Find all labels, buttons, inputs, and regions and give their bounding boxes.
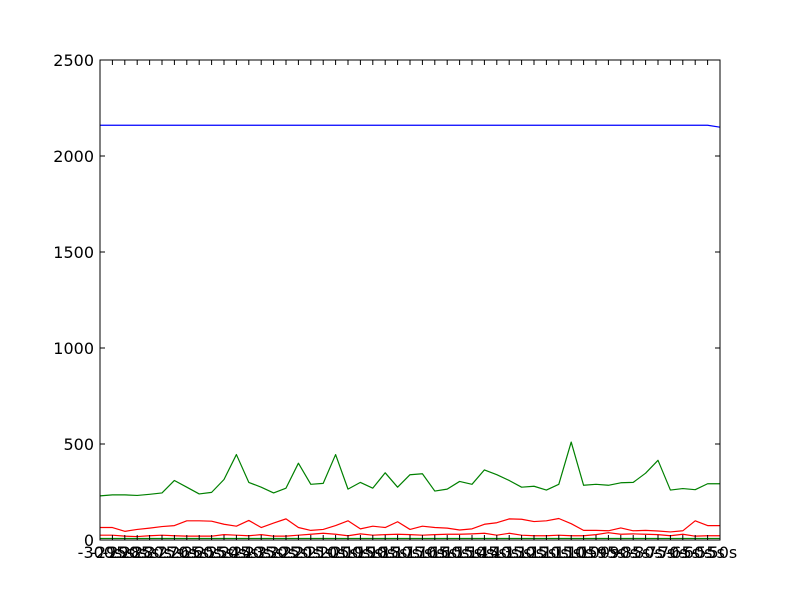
x-tick-label: -135s bbox=[487, 543, 532, 562]
x-tick-label: -75s bbox=[641, 543, 675, 562]
series-line-3 bbox=[100, 517, 720, 533]
ticks-layer bbox=[99, 59, 721, 541]
x-tick-label: -235s bbox=[239, 543, 284, 562]
x-tick-label: -230s bbox=[251, 543, 296, 562]
x-tick-label: -265s bbox=[164, 543, 209, 562]
series-line-2 bbox=[99, 441, 720, 497]
x-tick-label: -165s bbox=[412, 543, 457, 562]
x-tick-label: -160s bbox=[425, 543, 470, 562]
x-tick-label: -205s bbox=[313, 543, 358, 562]
y-tick-label: 0 bbox=[84, 531, 94, 550]
x-tick-label: -110s bbox=[549, 543, 594, 562]
x-tick-label: -85s bbox=[616, 543, 650, 562]
plot-frame bbox=[99, 59, 721, 541]
x-tick-label: -275s bbox=[140, 543, 185, 562]
x-tick-label: -280s bbox=[127, 543, 172, 562]
y-tick-label: 500 bbox=[63, 435, 94, 454]
tick-labels-layer: 0 500 1000 1500 2000 2500 -300s-295s-290s-285s… bbox=[53, 51, 737, 562]
x-tick-label: -130s bbox=[499, 543, 544, 562]
x-tick-label: -150s bbox=[450, 543, 495, 562]
x-tick-label: -210s bbox=[301, 543, 346, 562]
x-tick-label: -195s bbox=[338, 543, 383, 562]
x-tick-label: -240s bbox=[226, 543, 271, 562]
x-tick-label: -220s bbox=[276, 543, 321, 562]
x-tick-label: -270s bbox=[152, 543, 197, 562]
x-tick-label: -155s bbox=[437, 543, 482, 562]
x-tick-label: -180s bbox=[375, 543, 420, 562]
x-tick-label: -225s bbox=[264, 543, 309, 562]
x-tick-label: -295s bbox=[90, 543, 135, 562]
series-line-4 bbox=[100, 532, 720, 538]
x-tick-label: -115s bbox=[536, 543, 581, 562]
x-tick-label: -255s bbox=[189, 543, 234, 562]
y-tick-label: 1000 bbox=[53, 339, 94, 358]
x-tick-label: -70s bbox=[653, 543, 687, 562]
x-tick-label: -300s bbox=[78, 543, 123, 562]
x-tick-label: -90s bbox=[604, 543, 638, 562]
x-tick-label: -55s bbox=[690, 543, 724, 562]
x-tick-label: -145s bbox=[462, 543, 507, 562]
x-tick-label: -95s bbox=[591, 543, 625, 562]
x-tick-label: -175s bbox=[388, 543, 433, 562]
x-tick-label: -65s bbox=[666, 543, 700, 562]
x-tick-label: -105s bbox=[561, 543, 606, 562]
y-tick-label: 2500 bbox=[53, 51, 94, 70]
x-tick-label: -190s bbox=[350, 543, 395, 562]
x-tick-label: -245s bbox=[214, 543, 259, 562]
x-tick-label: -170s bbox=[400, 543, 445, 562]
x-tick-label: -215s bbox=[288, 543, 333, 562]
y-tick-label: 2000 bbox=[53, 147, 94, 166]
x-tick-label: -125s bbox=[512, 543, 557, 562]
x-tick-label: -140s bbox=[474, 543, 519, 562]
y-tick-label: 1500 bbox=[53, 243, 94, 262]
x-tick-label: -290s bbox=[102, 543, 147, 562]
x-tick-label: -185s bbox=[363, 543, 408, 562]
x-tick-label: -285s bbox=[115, 543, 160, 562]
x-tick-label: -250s bbox=[202, 543, 247, 562]
x-tick-label: -120s bbox=[524, 543, 569, 562]
x-tick-label: -100s bbox=[574, 543, 619, 562]
x-tick-label: -200s bbox=[326, 543, 371, 562]
series-line-1 bbox=[100, 124, 721, 128]
x-tick-label: -80s bbox=[628, 543, 662, 562]
x-tick-label: -260s bbox=[177, 543, 222, 562]
x-tick-label: -60s bbox=[678, 543, 712, 562]
x-tick-label: -50s bbox=[703, 543, 737, 562]
